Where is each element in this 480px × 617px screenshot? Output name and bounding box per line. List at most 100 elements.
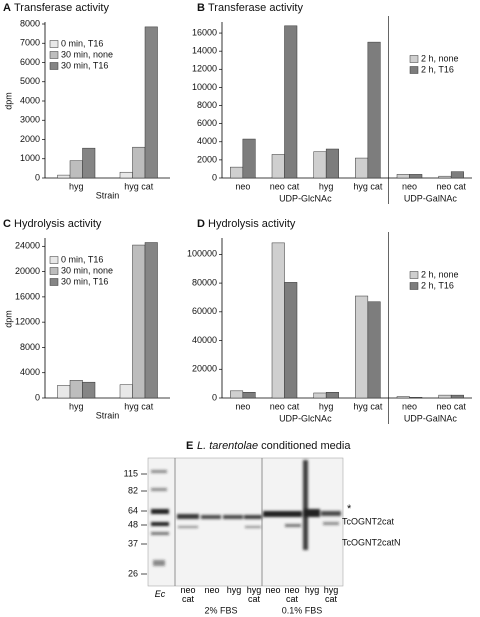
bar — [57, 385, 71, 399]
chart-title: Hydrolysis activity — [14, 218, 102, 230]
group-label: UDP-GlcNAc — [279, 413, 332, 423]
y-tick-label: 40000 — [192, 335, 217, 345]
panel-letter: E — [186, 440, 193, 452]
x-tick-label: neo cat — [436, 181, 466, 191]
bar — [396, 174, 410, 179]
legend-swatch — [409, 66, 419, 74]
title-rest: conditioned media — [261, 440, 351, 452]
y-tick-label: 0 — [212, 392, 217, 402]
y-tick-label: 20000 — [192, 364, 217, 374]
panel-letter: A — [3, 2, 11, 14]
bar — [242, 138, 256, 179]
bar — [438, 175, 452, 179]
y-tick-label: 2000 — [197, 154, 217, 164]
bar — [132, 146, 146, 179]
bar — [242, 392, 256, 399]
group-label: UDP-GalNAc — [404, 413, 458, 423]
y-tick-label: 10000 — [192, 82, 217, 92]
bar — [367, 301, 381, 399]
lane-label: hyg cat — [246, 585, 262, 604]
legend-label: 2 h, none — [421, 53, 459, 63]
x-tick-label: hyg — [319, 181, 334, 191]
group-label: 2% FBS — [204, 605, 237, 615]
bar — [355, 295, 369, 399]
y-tick-label: 5000 — [20, 76, 40, 86]
y-tick-label: 0 — [212, 172, 217, 182]
bar — [450, 171, 464, 179]
x-tick-label: hyg — [69, 401, 84, 411]
y-tick-label: 0 — [35, 172, 40, 182]
bar — [119, 384, 133, 399]
bar — [325, 148, 339, 179]
x-tick-label: neo cat — [270, 181, 300, 191]
bar — [144, 26, 158, 179]
legend-swatch — [49, 40, 59, 48]
bar — [57, 174, 71, 179]
y-tick-label: 0 — [35, 392, 40, 402]
bar — [284, 282, 298, 399]
bar — [438, 394, 452, 399]
x-tick-label: neo cat — [270, 401, 300, 411]
bar — [119, 171, 133, 179]
y-tick-label: 7000 — [20, 38, 40, 48]
y-tick-label: 100000 — [187, 249, 217, 259]
legend-swatch — [49, 278, 59, 286]
mw-marker: 48 — [128, 519, 138, 529]
bar — [409, 397, 423, 399]
bar — [69, 160, 83, 179]
y-tick-label: 4000 — [20, 95, 40, 105]
organism: L. tarentolae — [197, 440, 258, 452]
x-tick-label: neo — [402, 181, 417, 191]
bar — [284, 25, 298, 179]
bar — [82, 147, 96, 179]
y-tick-label: 12000 — [15, 317, 40, 327]
lane-label: neo cat — [180, 585, 196, 604]
lane-label: hyg — [304, 585, 320, 595]
bar — [271, 242, 285, 399]
y-tick-label: 1000 — [20, 153, 40, 163]
group-label: 0.1% FBS — [282, 605, 323, 615]
y-tick-label: 4000 — [20, 367, 40, 377]
chart-title: Transferase activity — [208, 2, 303, 14]
legend-swatch — [49, 51, 59, 59]
annotation: TcOGNT2cat — [342, 516, 395, 526]
legend-label: 0 min, T16 — [61, 38, 103, 48]
bar — [132, 244, 146, 399]
mw-marker: 64 — [128, 505, 138, 515]
y-axis-label: dpm — [3, 92, 13, 110]
y-tick-label: 20000 — [15, 266, 40, 276]
legend-label: 30 min, T16 — [61, 60, 108, 70]
panel-letter: D — [197, 218, 205, 230]
mw-marker: 37 — [128, 538, 138, 548]
y-tick-label: 4000 — [197, 136, 217, 146]
lane-label: neo — [265, 585, 281, 595]
blot-bands — [151, 460, 341, 566]
x-axis-label: Strain — [96, 410, 120, 420]
y-axis-label: dpm — [3, 310, 13, 328]
bar — [230, 390, 244, 399]
group-label: UDP-GalNAc — [404, 193, 458, 203]
bar — [144, 242, 158, 399]
lane-label: neo cat — [284, 585, 300, 604]
lane-label: hyg — [226, 585, 242, 595]
legend-swatch — [409, 282, 419, 290]
bar — [69, 380, 83, 399]
legend-label: 0 min, T16 — [61, 254, 103, 264]
legend-swatch — [409, 55, 419, 63]
bar — [313, 392, 327, 399]
x-tick-label: neo — [402, 401, 417, 411]
x-axis-label: Strain — [96, 190, 120, 200]
lane-label: Ec — [154, 589, 166, 599]
y-tick-label: 12000 — [192, 64, 217, 74]
bar — [82, 381, 96, 399]
x-tick-label: hyg cat — [124, 181, 154, 191]
x-tick-label: hyg cat — [353, 401, 383, 411]
legend-swatch — [49, 62, 59, 70]
panel-letter: C — [3, 218, 11, 230]
chart-title: Hydrolysis activity — [208, 218, 296, 230]
y-tick-label: 14000 — [192, 46, 217, 56]
legend-swatch — [49, 267, 59, 275]
panel-letter: B — [197, 2, 205, 14]
